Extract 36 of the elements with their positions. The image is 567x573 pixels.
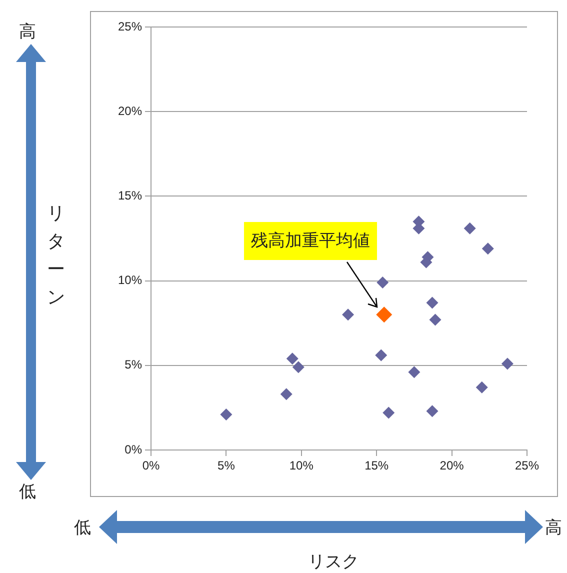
point [426, 405, 438, 418]
point [382, 406, 395, 419]
point [426, 296, 438, 309]
point [375, 349, 388, 362]
point [482, 242, 494, 255]
y-tick-label: 15% [118, 188, 142, 203]
point [464, 222, 476, 234]
point [220, 408, 232, 420]
text: 低 [19, 481, 36, 503]
annotation: 残高加重平均値 [244, 222, 377, 260]
text: 高 [19, 21, 36, 43]
point [286, 352, 298, 365]
point [342, 308, 354, 321]
point [501, 358, 514, 370]
x-tick-label: 25% [514, 458, 540, 473]
point [429, 314, 442, 326]
y-axis-title: リターン [46, 202, 66, 310]
x-tick-label: 10% [289, 458, 314, 473]
point [376, 306, 392, 323]
point [280, 388, 292, 400]
x-tick-label: 0% [142, 458, 160, 473]
y-tick-label: 5% [124, 358, 142, 372]
point [376, 276, 389, 288]
y-tick-label: 10% [118, 273, 142, 288]
y-tick-label: 25% [118, 19, 142, 34]
point [292, 361, 304, 374]
point [408, 366, 420, 378]
y-tick-label: 0% [124, 442, 142, 456]
point [476, 381, 488, 394]
text: 低 [74, 517, 91, 539]
y-tick-label: 20% [118, 104, 142, 118]
x-tick-label: 15% [364, 458, 389, 473]
x-tick-label: 20% [440, 458, 464, 473]
text: 高 [545, 517, 562, 539]
x-axis-title: リスク [307, 551, 360, 573]
x-tick-label: 5% [218, 458, 236, 473]
